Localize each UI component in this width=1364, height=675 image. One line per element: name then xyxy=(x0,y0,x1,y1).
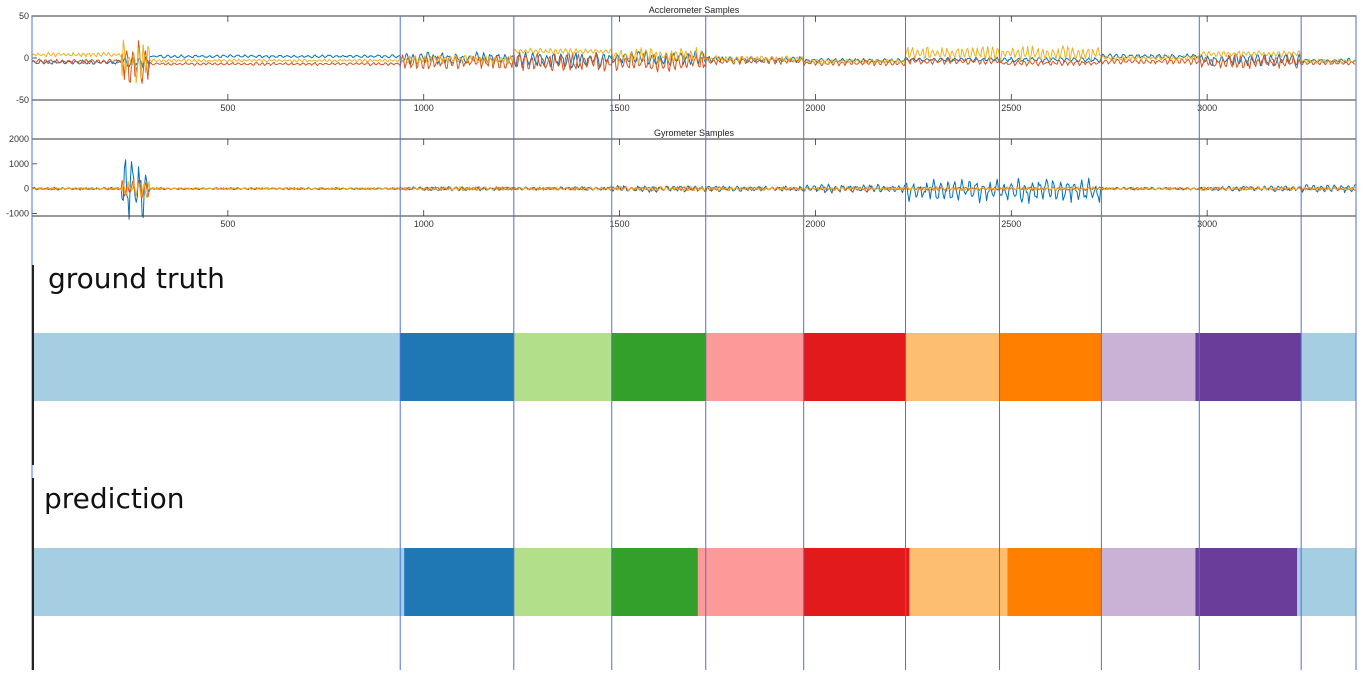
gt-segment xyxy=(32,333,401,401)
gt-segment xyxy=(905,333,1000,401)
ground-truth-timeline xyxy=(32,333,1356,401)
pred-segment xyxy=(1297,548,1356,616)
pred-segment xyxy=(909,548,1008,616)
gyro-ytick-label: 1000 xyxy=(9,159,29,169)
gt-segment xyxy=(803,333,906,401)
gyro-xtick-label: 1500 xyxy=(610,219,630,229)
gt-segment xyxy=(705,333,804,401)
accel-title: Acclerometer Samples xyxy=(649,5,740,15)
gt-segment xyxy=(513,333,612,401)
gyro-ytick-label: 0 xyxy=(24,184,29,194)
gyro-xtick-label: 3000 xyxy=(1197,219,1217,229)
gyro-xtick-label: 2000 xyxy=(805,219,825,229)
gt-segment xyxy=(999,333,1102,401)
segment-boundary-lines xyxy=(31,16,1357,670)
pred-segment xyxy=(697,548,804,616)
gt-segment xyxy=(400,333,514,401)
prediction-label: prediction xyxy=(44,482,185,515)
accel-xtick-label: 1500 xyxy=(610,103,630,113)
accel-xtick-label: 500 xyxy=(220,103,235,113)
accel-series-2 xyxy=(31,40,1356,84)
pred-segment xyxy=(404,548,514,616)
gyro-plot-area xyxy=(32,139,1356,216)
accel-xtick-label: 1000 xyxy=(414,103,434,113)
pred-segment xyxy=(513,548,612,616)
gt-segment xyxy=(1101,333,1196,401)
pred-segment xyxy=(1195,548,1298,616)
pred-segment xyxy=(1007,548,1102,616)
pred-segment xyxy=(803,548,910,616)
accel-xtick-label: 3000 xyxy=(1197,103,1217,113)
accel-xtick-label: 2500 xyxy=(1001,103,1021,113)
gt-segment xyxy=(611,333,706,401)
gyro-xtick-label: 500 xyxy=(220,219,235,229)
gyro-xtick-label: 1000 xyxy=(414,219,434,229)
gyro-xtick-label: 2500 xyxy=(1001,219,1021,229)
accel-ytick-label: -50 xyxy=(16,95,29,105)
gyro-ytick-label: 2000 xyxy=(9,134,29,144)
gyro-ytick-label: -1000 xyxy=(6,209,29,219)
accel-ytick-label: 0 xyxy=(24,53,29,63)
gyro-title: Gyrometer Samples xyxy=(654,128,735,138)
pred-segment xyxy=(1101,548,1196,616)
gt-segment xyxy=(1195,333,1302,401)
ground-truth-label: ground truth xyxy=(48,262,225,295)
gyrometer-plot: Gyrometer Samples 2000 1000 0 -1000 500 1000 15… xyxy=(6,128,1357,229)
pred-segment xyxy=(32,548,405,616)
accel-xtick-label: 2000 xyxy=(805,103,825,113)
gyro-series-3 xyxy=(31,180,1356,198)
pred-segment xyxy=(611,548,698,616)
accel-series-3 xyxy=(31,39,1356,84)
gt-segment xyxy=(1301,333,1356,401)
prediction-timeline xyxy=(32,548,1356,616)
accel-ytick-label: 50 xyxy=(19,11,29,21)
